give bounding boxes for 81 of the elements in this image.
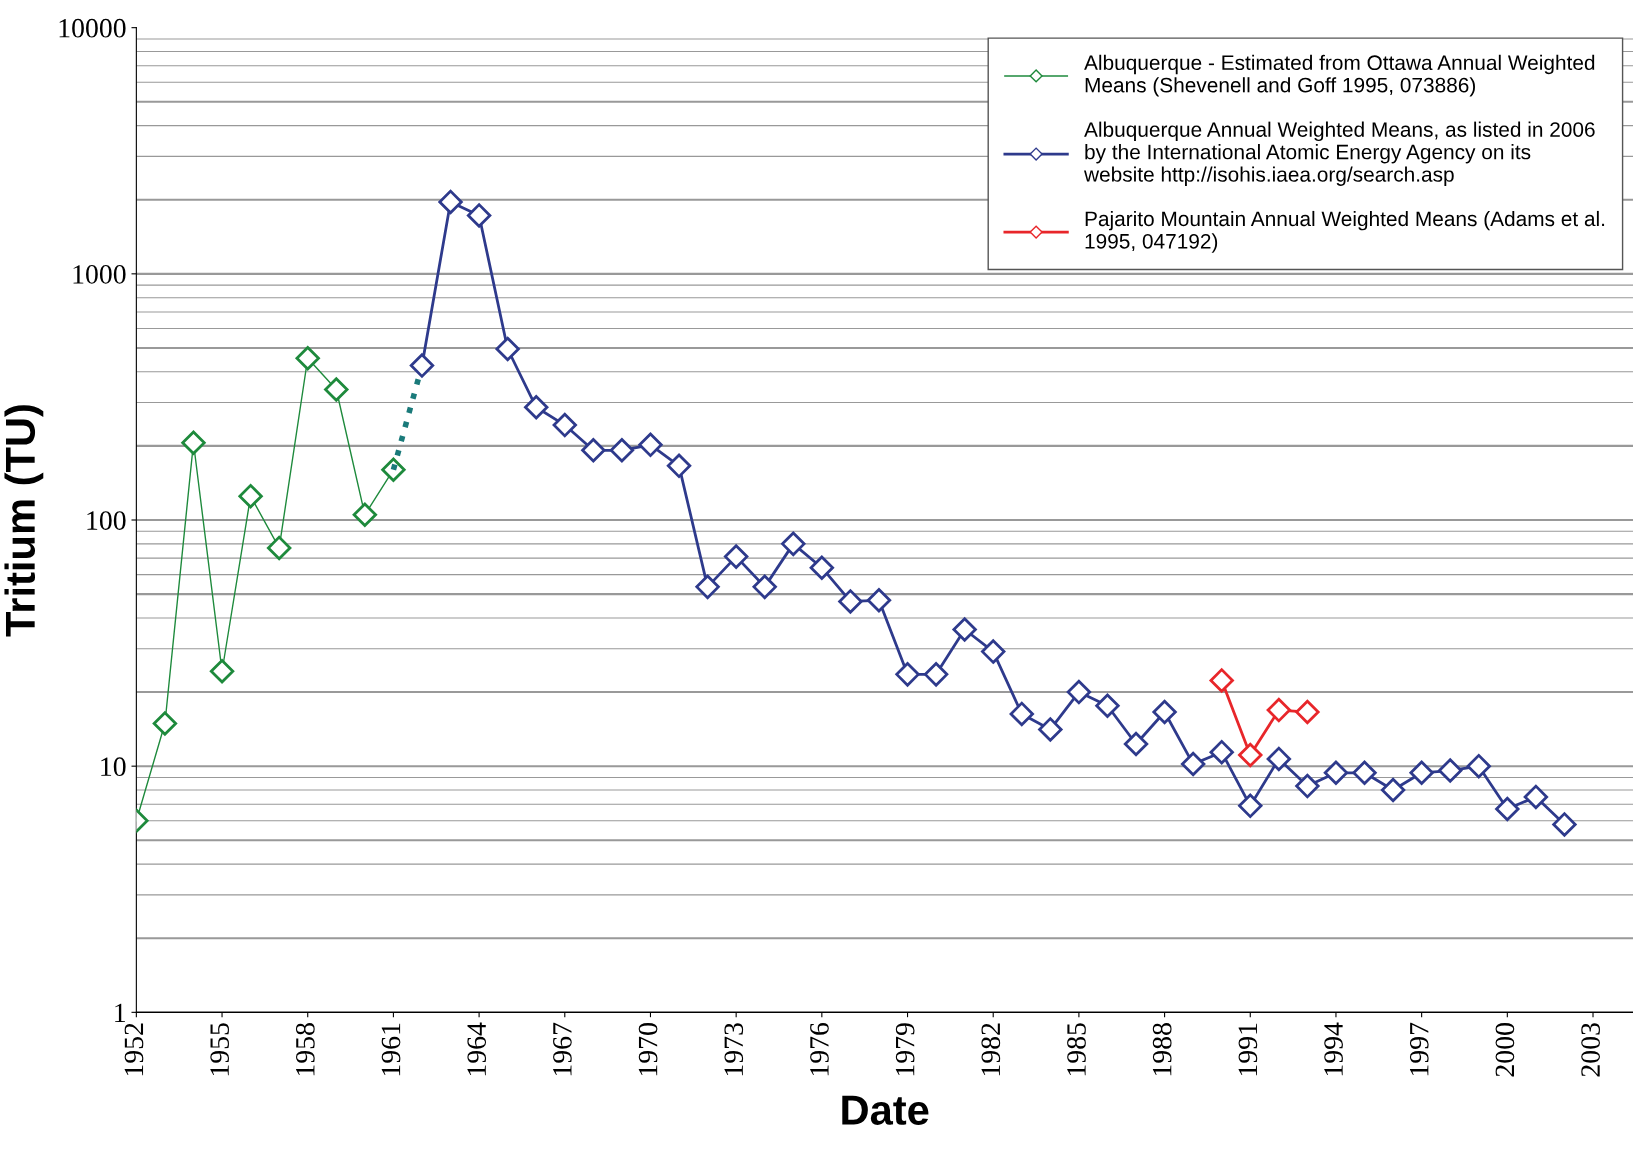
legend-label: Pajarito Mountain Annual Weighted Means (Adams et al. 1995, 047192) [1085, 210, 1605, 253]
point [495, 336, 520, 362]
x-tick-label: 1952 [124, 1023, 144, 1076]
x-tick-label: 1985 [1067, 1023, 1086, 1076]
point [1438, 758, 1463, 783]
point [1295, 773, 1320, 799]
point [1523, 784, 1549, 810]
point [1152, 699, 1177, 725]
point [1380, 777, 1406, 803]
point [1466, 753, 1491, 779]
point [1323, 760, 1349, 785]
point [581, 438, 606, 463]
point [266, 535, 292, 561]
point [895, 662, 920, 687]
point [695, 574, 720, 600]
point [981, 639, 1006, 664]
point [1066, 679, 1092, 705]
point [1266, 697, 1292, 723]
point [1352, 760, 1377, 785]
x-tick-label: 1961 [381, 1023, 401, 1076]
x-tick-label: 1973 [724, 1023, 744, 1076]
x-tick-label: 1979 [895, 1023, 915, 1076]
x-tick-label: 1976 [810, 1022, 829, 1076]
legend-label: Albuquerque Annual Weighted Means, as listed in 2006 by the International Atomic Energy Agency on its website http://isohis.iaea.org/search.asp [1084, 121, 1595, 186]
point [952, 617, 977, 642]
y-tick-label: 100 [87, 511, 126, 530]
y-axis-title: Tritium (TU) [4, 405, 44, 637]
point [1495, 796, 1520, 822]
point [1238, 742, 1263, 768]
x-tick-label: 1994 [1324, 1022, 1343, 1076]
y-tick-label: 10 [101, 757, 126, 777]
point [1209, 739, 1234, 765]
x-tick-label: 1967 [553, 1022, 572, 1076]
point [552, 412, 577, 438]
point [666, 453, 692, 479]
y-tick-label: 10000 [59, 18, 126, 38]
x-tick-label: 1982 [981, 1023, 1001, 1076]
x-tick-label: 2003 [1581, 1023, 1600, 1077]
point [1123, 731, 1149, 757]
x-tick-label: 2000 [1495, 1023, 1515, 1077]
x-tick-label: 1958 [295, 1023, 315, 1076]
point [324, 377, 349, 402]
point [438, 189, 463, 215]
point [352, 502, 378, 527]
point [209, 659, 235, 684]
point [295, 346, 320, 371]
point [723, 544, 749, 569]
y-tick-label: 1000 [73, 265, 126, 284]
point [752, 574, 777, 600]
point [1238, 793, 1263, 819]
x-tick-label: 1988 [1152, 1023, 1172, 1076]
x-tick-label: 1970 [638, 1023, 658, 1076]
x-tick-label: 1955 [210, 1023, 229, 1076]
point [238, 483, 263, 509]
point [1038, 717, 1063, 742]
point [524, 395, 549, 420]
point [1209, 668, 1234, 693]
y-tick-label: 1 [115, 1003, 125, 1022]
point [152, 711, 178, 736]
point [466, 203, 492, 228]
point [1552, 812, 1577, 837]
point [409, 353, 435, 378]
x-tick-label: 1964 [467, 1022, 487, 1076]
point [181, 430, 206, 455]
point [1180, 751, 1206, 777]
x-axis-title: Date [842, 1095, 929, 1125]
legend-label: Albuquerque - Estimated from Ottawa Annual Weighted Means (Shevenell and Goff 1995, 073886) [1084, 54, 1595, 97]
point [923, 662, 949, 687]
point [1095, 693, 1120, 718]
point [838, 589, 863, 614]
x-tick-label: 1991 [1238, 1023, 1258, 1076]
point [1009, 701, 1034, 727]
x-tick-label: 1997 [1409, 1022, 1429, 1076]
point [1295, 699, 1320, 725]
point [609, 438, 635, 463]
point [1409, 760, 1434, 785]
point [781, 531, 806, 557]
point [1266, 746, 1292, 772]
point [809, 555, 835, 580]
point [866, 588, 892, 613]
point [638, 432, 663, 458]
